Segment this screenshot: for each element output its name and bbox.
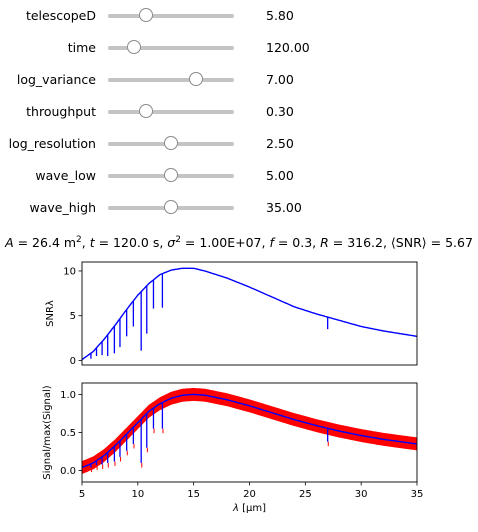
slider-label: log_variance <box>16 72 96 87</box>
slider-handle[interactable] <box>164 136 178 150</box>
slider-row-telescoped: telescopeD 5.80 <box>0 2 478 30</box>
slider-row-throughput: throughput 0.30 <box>0 98 478 126</box>
slider-value: 5.00 <box>266 168 294 183</box>
slider-label: log_resolution <box>8 136 96 151</box>
slider-track[interactable] <box>108 46 234 50</box>
plot-frame <box>81 261 418 366</box>
variance-value: = 1.00E+07, <box>180 235 270 251</box>
y-tick-label: 0.5 <box>60 428 76 439</box>
y-tick-label: 0.0 <box>60 466 76 477</box>
x-tick-label: 30 <box>355 489 368 500</box>
slider-label: telescopeD <box>25 8 96 23</box>
x-tick-label: 15 <box>187 489 200 500</box>
slider-track[interactable] <box>108 78 234 82</box>
resolution-symbol: R <box>320 235 329 251</box>
slider-label: wave_low <box>35 168 96 183</box>
slider-label: wave_high <box>29 200 96 215</box>
summary-formula: A = 26.4 m2, t = 120.0 s, σ2 = 1.00E+07,… <box>5 235 473 251</box>
slider-value: 7.00 <box>266 72 294 87</box>
slider-track[interactable] <box>108 14 234 18</box>
slider-handle[interactable] <box>127 40 142 54</box>
y-axis-label: SNRλ <box>45 300 56 327</box>
area-value: = 26.4 m <box>13 235 77 251</box>
area-symbol: A <box>5 235 14 251</box>
y-tick-label: 0 <box>70 356 76 367</box>
slider-label: throughput <box>26 104 96 119</box>
slider-handle[interactable] <box>164 200 178 214</box>
x-axis-label: λ [μm] <box>232 503 266 514</box>
slider-label: time <box>67 40 96 55</box>
sigma-exponent: 2 <box>175 235 181 245</box>
slider-value: 120.00 <box>266 40 310 55</box>
noise-band <box>82 388 417 474</box>
slider-value: 35.00 <box>266 200 302 215</box>
slider-value: 2.50 <box>266 136 294 151</box>
y-tick-label: 5 <box>70 311 76 322</box>
x-tick-label: 25 <box>299 489 312 500</box>
slider-handle[interactable] <box>189 72 204 86</box>
slider-row-wave-high: wave_high 35.00 <box>0 194 478 222</box>
slider-value: 5.80 <box>266 8 294 23</box>
slider-handle[interactable] <box>164 168 178 182</box>
y-axis-label: Signal/max(Signal) <box>42 385 53 479</box>
series-line-1 <box>81 267 418 361</box>
y-tick-label: 1.0 <box>60 390 76 401</box>
series-line-2 <box>81 393 418 469</box>
x-tick-label: 20 <box>243 489 256 500</box>
slider-row-time: time 120.00 <box>0 34 478 62</box>
slider-handle[interactable] <box>138 104 153 118</box>
throughput-value: = 0.3, <box>273 235 321 251</box>
slider-row-log-variance: log_variance 7.00 <box>0 66 478 94</box>
time-symbol: t <box>89 235 95 251</box>
x-tick-label: 5 <box>79 489 85 500</box>
x-tick-label: 10 <box>131 489 144 500</box>
area-unit-exponent: 2 <box>76 235 82 245</box>
slider-row-log-resolution: log_resolution 2.50 <box>0 130 478 158</box>
slider-handle[interactable] <box>138 8 153 22</box>
slider-value: 0.30 <box>266 104 294 119</box>
slider-row-wave-low: wave_low 5.00 <box>0 162 478 190</box>
y-tick-label: 10 <box>63 266 76 277</box>
throughput-symbol: f <box>269 235 274 251</box>
slider-track[interactable] <box>108 110 234 114</box>
sigma-symbol: σ <box>167 235 176 251</box>
x-tick-label: 35 <box>411 489 424 500</box>
time-value: = 120.0 s, <box>94 235 168 251</box>
resolution-and-snr-value: = 316.2, ⟨SNR⟩ = 5.67 <box>328 235 473 251</box>
